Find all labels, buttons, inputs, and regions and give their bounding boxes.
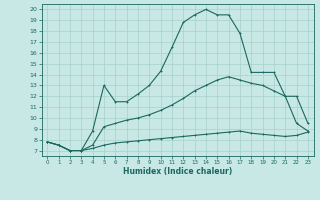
X-axis label: Humidex (Indice chaleur): Humidex (Indice chaleur) — [123, 167, 232, 176]
